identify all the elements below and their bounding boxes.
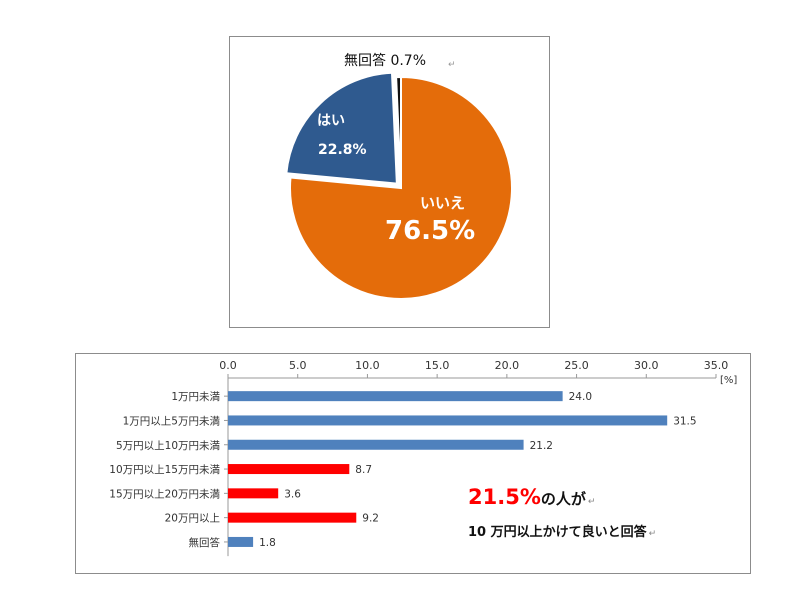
bar-value-label: 24.0 <box>569 391 592 403</box>
category-label: 15万円以上20万円未満 <box>109 488 220 500</box>
bar-value-label: 8.7 <box>355 464 372 476</box>
callout-line-1: 21.5%の人が ↵ <box>468 485 738 509</box>
pie-value-hai: 22.8% <box>318 142 367 158</box>
x-tick-label: 10.0 <box>355 359 380 372</box>
return-mark-icon: ↵ <box>648 529 657 539</box>
bar <box>228 439 524 450</box>
x-tick-label: 30.0 <box>634 359 659 372</box>
bar-chart: 0.0 5.0 10.0 15.0 20.0 25.0 30.0 35.0 [%] 1万円未満 1… <box>109 359 737 557</box>
pie-chart-panel: いいえ 76.5% はい 22.8% 無回答 0.7% ↵ <box>229 36 550 328</box>
callout-line-1-suffix: の人が <box>540 490 586 508</box>
x-unit-label: [%] <box>720 375 737 386</box>
bar-chart-panel: 0.0 5.0 10.0 15.0 20.0 25.0 30.0 35.0 [%] 1万円未満 1… <box>75 353 751 574</box>
pie-slice <box>395 75 402 189</box>
callout-line-2: 10 万円以上かけて良いと回答 ↵ <box>468 521 738 540</box>
bar-value-label: 9.2 <box>362 513 379 525</box>
bar-value-label: 1.8 <box>259 537 276 549</box>
x-tick-label: 15.0 <box>425 359 450 372</box>
category-label: 10万円以上15万円未満 <box>109 464 220 476</box>
bar <box>228 391 563 402</box>
bar-value-label: 21.2 <box>530 440 553 452</box>
pie-label-hai: はい <box>317 113 345 129</box>
pie-label-no-answer: 無回答 0.7% <box>344 52 426 69</box>
bar-value-label: 31.5 <box>673 415 696 427</box>
bar <box>228 512 357 523</box>
bar <box>228 415 668 426</box>
bar <box>228 488 279 499</box>
bar <box>228 536 254 547</box>
callout-highlight-percent: 21.5% <box>468 485 541 509</box>
callout-line-2-text: 10 万円以上かけて良いと回答 <box>468 525 647 540</box>
x-tick-label: 0.0 <box>219 359 237 372</box>
category-label: 無回答 <box>189 536 221 549</box>
x-tick-label: 25.0 <box>564 359 589 372</box>
x-tick-label: 35.0 <box>704 359 729 372</box>
return-mark-icon: ↵ <box>587 497 596 507</box>
category-label: 5万円以上10万円未満 <box>116 440 221 452</box>
return-mark-icon: ↵ <box>448 60 456 70</box>
bar <box>228 464 350 475</box>
callout-annotation: 21.5%の人が ↵ 10 万円以上かけて良いと回答 ↵ <box>468 485 738 540</box>
x-tick-label: 5.0 <box>289 359 307 372</box>
category-label: 1万円未満 <box>171 391 220 403</box>
category-label: 1万円以上5万円未満 <box>123 415 221 427</box>
bar-value-label: 3.6 <box>284 488 301 500</box>
x-tick-label: 20.0 <box>495 359 520 372</box>
pie-value-iie: 76.5% <box>385 216 475 246</box>
pie-chart: いいえ 76.5% はい 22.8% 無回答 0.7% ↵ <box>285 52 513 300</box>
category-label: 20万円以上 <box>165 513 220 525</box>
pie-label-iie: いいえ <box>420 194 465 212</box>
pie-slice <box>285 71 398 185</box>
